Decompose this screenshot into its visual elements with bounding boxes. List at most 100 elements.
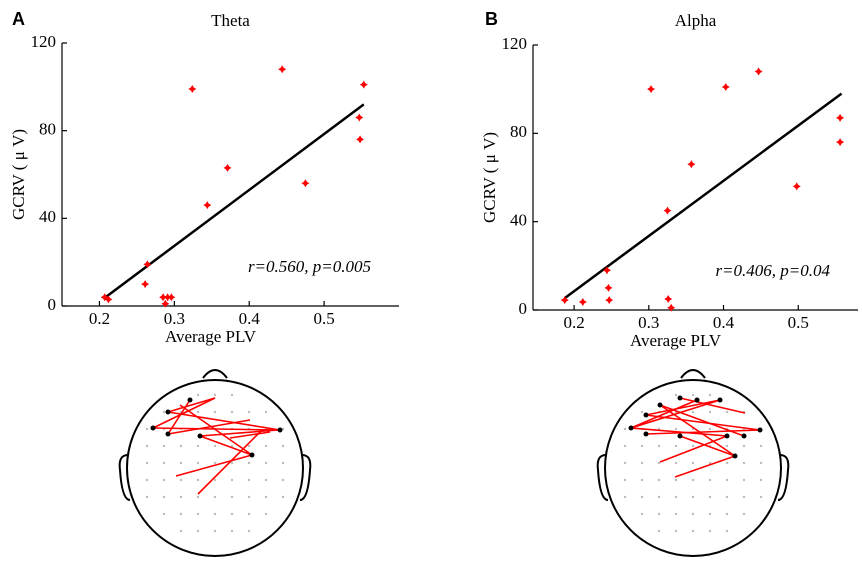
electrode-site <box>640 461 644 465</box>
electrode-site <box>742 478 746 482</box>
head <box>604 379 782 557</box>
electrode-site <box>759 444 763 448</box>
electrode-site <box>708 512 712 516</box>
electrode-site <box>691 444 695 448</box>
electrode-site <box>674 427 678 431</box>
electrode-site <box>691 529 695 533</box>
electrode-site <box>708 427 712 431</box>
ear <box>777 454 790 501</box>
data-point <box>141 280 150 289</box>
electrode-site <box>179 444 183 448</box>
electrode-site <box>145 461 149 465</box>
electrode-site <box>247 529 251 533</box>
data-point <box>602 266 611 275</box>
data-point <box>359 80 368 89</box>
x-tick-label: 0.2 <box>563 313 584 332</box>
electrode-site <box>213 478 217 482</box>
electrode-site <box>213 512 217 516</box>
x-axis-label: Average PLV <box>630 331 722 350</box>
electrode-site <box>708 495 712 499</box>
head-diagrams <box>118 369 790 557</box>
electrode-site <box>674 495 678 499</box>
electrode-site <box>230 495 234 499</box>
data-point <box>578 298 587 307</box>
data-point <box>604 283 613 292</box>
panel-label: B <box>485 9 498 29</box>
x-axis-label: Average PLV <box>165 327 257 346</box>
electrode-site <box>145 495 149 499</box>
head <box>126 379 304 557</box>
nose <box>680 369 706 379</box>
electrode-site <box>691 393 695 397</box>
electrode-site <box>179 478 183 482</box>
electrode-site <box>674 512 678 516</box>
data-point <box>560 296 569 305</box>
scatter-chart: B Alpha 0 40 80 120 0.2 0.3 0.4 0.5 Average PLV GCR… <box>480 9 858 350</box>
electrode-site <box>708 461 712 465</box>
electrode-site <box>264 444 268 448</box>
electrode-site <box>742 461 746 465</box>
y-tick-label: 40 <box>510 211 527 230</box>
data-point <box>663 206 672 215</box>
electrodes <box>150 395 763 459</box>
x-tick-label: 0.3 <box>164 309 185 328</box>
electrode-site <box>725 495 729 499</box>
electrode-site <box>230 393 234 397</box>
electrode-site <box>247 478 251 482</box>
electrode-site <box>264 495 268 499</box>
y-tick-label: 80 <box>39 120 56 139</box>
electrode-site <box>725 512 729 516</box>
annotation: r=0.560, p=0.005 <box>248 257 371 276</box>
y-axis-label: GCRV ( μ V) <box>9 129 28 220</box>
electrode-site <box>657 444 661 448</box>
ear <box>596 454 609 501</box>
data-point <box>159 293 168 302</box>
electrode-site <box>213 393 217 397</box>
electrode-site <box>264 478 268 482</box>
electrode-site <box>213 495 217 499</box>
electrode-site <box>725 410 729 414</box>
x-tick-label: 0.5 <box>313 309 334 328</box>
data-point <box>754 67 763 76</box>
data-point <box>792 182 801 191</box>
data-point <box>161 299 170 308</box>
electrode-site <box>247 410 251 414</box>
electrode-site <box>162 512 166 516</box>
electrode-site <box>196 529 200 533</box>
ear <box>299 454 312 501</box>
y-tick-label: 120 <box>31 32 57 51</box>
electrode-site <box>247 461 251 465</box>
electrode-site <box>213 529 217 533</box>
electrode-site <box>196 495 200 499</box>
electrode-site <box>623 478 627 482</box>
electrode-site <box>640 444 644 448</box>
electrode-site <box>179 461 183 465</box>
electrode-site <box>674 478 678 482</box>
data-point <box>143 260 152 269</box>
electrode-site <box>708 529 712 533</box>
electrode-site <box>230 529 234 533</box>
electrode-site <box>145 427 149 431</box>
electrode-site <box>162 444 166 448</box>
electrode-site <box>623 461 627 465</box>
chart-title: Alpha <box>675 11 717 30</box>
electrode-site <box>213 444 217 448</box>
electrode-site <box>657 478 661 482</box>
electrode-site <box>640 478 644 482</box>
electrode-site <box>162 478 166 482</box>
electrode-site <box>196 461 200 465</box>
electrode-site <box>691 461 695 465</box>
y-tick-label: 120 <box>502 34 528 53</box>
data-point <box>278 65 287 74</box>
electrode-site <box>691 410 695 414</box>
x-tick-label: 0.2 <box>89 309 110 328</box>
electrode-site <box>281 478 285 482</box>
electrode-site <box>247 495 251 499</box>
electrode-site <box>742 495 746 499</box>
electrode-site <box>230 512 234 516</box>
electrode-site <box>691 495 695 499</box>
data-point <box>301 179 310 188</box>
electrode-site <box>725 444 729 448</box>
annotation: r=0.406, p=0.04 <box>715 261 830 280</box>
electrode-site <box>691 478 695 482</box>
